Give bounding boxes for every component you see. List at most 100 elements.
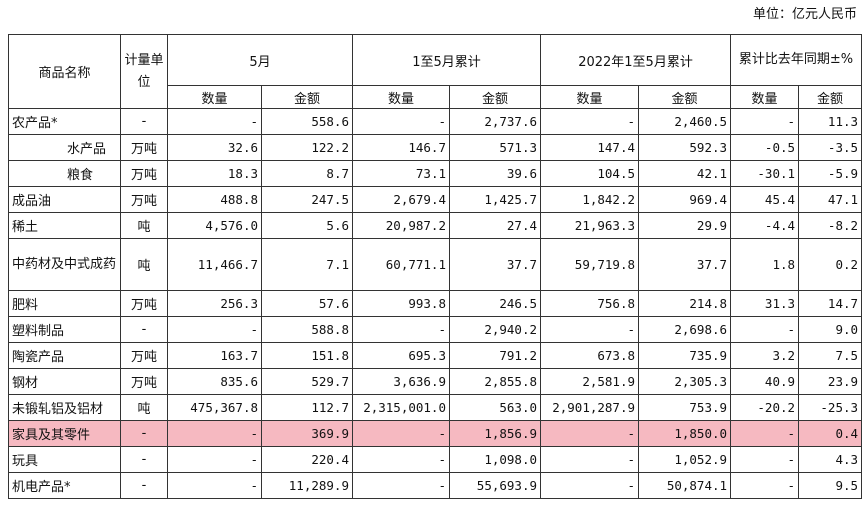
cell-unit: - [120,316,168,343]
header-amt: 金额 [448,85,542,109]
table-row: 未锻轧铝及铝材吨 475,367.8 112.7 2,315,001.0 563.0 2,… [8,394,863,421]
header-unit: 计量单位 [120,34,168,109]
cell-yoy-amt: 47.1 [798,186,863,213]
cell-may-amt: 122.2 [261,134,353,161]
cell-may-amt: 5.6 [261,212,353,239]
cell-cum-qty: 20,987.2 [352,212,450,239]
cell-unit: - [120,420,168,447]
cell-yoy-amt: -8.2 [798,212,863,239]
header-yoy: 累计比去年同期±% [730,34,863,86]
cell-yoy-amt: -25.3 [798,394,863,421]
cell-yoy-qty: -4.4 [730,212,800,239]
cell-yoy-qty: -0.5 [730,134,800,161]
header-row-top: 商品名称 计量单位 5月 1至5月累计 2022年1至5月累计 累计比去年同期±… [8,34,863,109]
cell-unit: 万吨 [120,368,168,395]
cell-prev-qty: - [540,420,640,447]
cell-yoy-amt: 23.9 [798,368,863,395]
cell-yoy-amt: 14.7 [798,290,863,317]
cell-cum-qty: - [352,316,450,343]
cell-cum-amt: 39.6 [448,160,542,187]
cell-may-qty: 163.7 [167,342,262,369]
cell-prev-qty: 673.8 [540,342,640,369]
cell-cum-qty: 2,679.4 [352,186,450,213]
cell-cum-amt: 27.4 [448,212,542,239]
cell-may-qty: - [167,420,262,447]
cell-yoy-amt: -3.5 [798,134,863,161]
cell-cum-amt: 2,940.2 [448,316,542,343]
cell-prev-amt: 214.8 [638,290,732,317]
header-jan-may-2022: 2022年1至5月累计 [540,34,732,86]
cell-prev-qty: 147.4 [540,134,640,161]
cell-prev-amt: 753.9 [638,394,732,421]
cell-cum-amt: 37.7 [448,238,542,291]
cell-cum-amt: 246.5 [448,290,542,317]
cell-may-amt: 112.7 [261,394,353,421]
cell-may-qty: - [167,472,262,499]
header-jan-may: 1至5月累计 [351,34,542,86]
cell-cum-qty: - [352,420,450,447]
cell-prev-qty: 59,719.8 [540,238,640,291]
cell-yoy-qty: 40.9 [730,368,800,395]
cell-may-qty: 475,367.8 [167,394,262,421]
cell-yoy-amt: 9.5 [798,472,863,499]
cell-unit: 万吨 [120,342,168,369]
table-row: 成品油 万吨 488.8 247.5 2,679.4 1,425.7 1,842.2 969.… [8,186,863,213]
cell-product-name: 稀土 [8,212,121,239]
table-row: 机电产品* - -11,289.9-55,693.9-50,874.1-9.5 [8,472,863,499]
cell-may-qty: - [167,446,262,473]
cell-product-name: 水产品 [8,134,121,161]
header-qty: 数量 [730,85,800,109]
table-row: 家具及其零件 - -369.9-1,856.9-1,850.0-0.4 [8,420,863,447]
cell-yoy-qty: 31.3 [730,290,800,317]
cell-may-amt: 151.8 [261,342,353,369]
cell-prev-amt: 1,850.0 [638,420,732,447]
cell-product-name: 中药材及中式成药 [8,238,121,291]
header-qty: 数量 [540,85,640,109]
export-table: 商品名称 计量单位 5月 1至5月累计 2022年1至5月累计 累计比去年同期±… [8,34,863,499]
cell-cum-amt: 791.2 [448,342,542,369]
header-may: 5月 [167,34,353,86]
cell-yoy-amt: 0.4 [798,420,863,447]
header-amt: 金额 [638,85,732,109]
cell-cum-qty: 3,636.9 [352,368,450,395]
cell-prev-amt: 42.1 [638,160,732,187]
cell-unit: 吨 [120,212,168,239]
cell-product-name: 塑料制品 [8,316,121,343]
cell-yoy-amt: 9.0 [798,316,863,343]
table-row: 陶瓷产品 万吨 163.7 151.8 695.3 791.2 673.8 735.9 3.2 7… [8,342,863,369]
header-name: 商品名称 [8,34,121,109]
cell-yoy-amt: 7.5 [798,342,863,369]
cell-may-amt: 588.8 [261,316,353,343]
cell-yoy-qty: 3.2 [730,342,800,369]
cell-yoy-qty: - [730,472,800,499]
cell-product-name: 成品油 [8,186,121,213]
cell-product-name: 家具及其零件 [8,420,121,447]
cell-prev-qty: - [540,108,640,135]
cell-may-qty: - [167,108,262,135]
table-body: 农产品* - -558.6-2,737.6-2,460.5-11.3 水产品 万吨 32.… [8,108,863,499]
cell-unit: - [120,446,168,473]
cell-yoy-amt: 0.2 [798,238,863,291]
cell-cum-qty: - [352,472,450,499]
cell-cum-qty: 993.8 [352,290,450,317]
table-row: 玩具 - -220.4-1,098.0-1,052.9-4.3 [8,446,863,473]
cell-may-qty: 11,466.7 [167,238,262,291]
cell-prev-qty: - [540,472,640,499]
cell-cum-qty: - [352,108,450,135]
table-row: 肥料 万吨 256.3 57.6 993.8 246.5 756.8 214.8 31.3 14.… [8,290,863,317]
header-amt: 金额 [261,85,353,109]
cell-may-amt: 220.4 [261,446,353,473]
cell-cum-amt: 1,856.9 [448,420,542,447]
table-row: 稀土吨 4,576.0 5.6 20,987.2 27.4 21,963.3 29.9 -4.… [8,212,863,239]
cell-may-qty: 256.3 [167,290,262,317]
cell-prev-qty: 1,842.2 [540,186,640,213]
cell-product-name: 陶瓷产品 [8,342,121,369]
cell-cum-qty: 2,315,001.0 [352,394,450,421]
cell-prev-amt: 1,052.9 [638,446,732,473]
cell-cum-amt: 1,425.7 [448,186,542,213]
cell-may-amt: 8.7 [261,160,353,187]
cell-unit: - [120,472,168,499]
cell-unit: - [120,108,168,135]
table-row: 水产品 万吨 32.6 122.2 146.7 571.3 147.4 592.3 -0.5 -3… [8,134,863,161]
unit-note: 单位：亿元人民币 [752,7,857,22]
